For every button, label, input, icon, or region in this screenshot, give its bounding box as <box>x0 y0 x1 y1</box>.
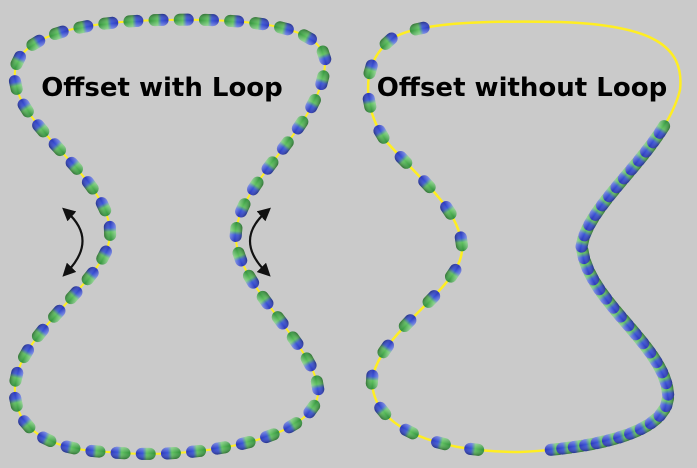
bead <box>379 32 398 50</box>
bead <box>297 29 317 46</box>
bead <box>18 415 36 434</box>
bead <box>110 446 131 460</box>
bead <box>444 263 462 283</box>
right-bead-chain <box>362 21 675 456</box>
bead <box>160 447 181 460</box>
right-panel: Offset without Loop <box>362 20 682 456</box>
bead <box>9 366 24 387</box>
bead <box>10 50 27 71</box>
bead <box>73 20 94 34</box>
bead <box>374 401 392 421</box>
bead <box>362 92 377 113</box>
bead <box>60 440 81 455</box>
bead <box>98 16 119 30</box>
bead <box>48 138 67 157</box>
bead <box>271 311 289 330</box>
bead <box>224 14 245 28</box>
bead <box>316 45 332 66</box>
bead <box>9 391 23 412</box>
bead <box>235 198 251 218</box>
bead <box>235 435 256 450</box>
bead <box>300 352 317 372</box>
bead <box>186 444 207 458</box>
bead <box>123 14 144 28</box>
bead <box>365 369 379 390</box>
bead <box>454 231 468 252</box>
bead <box>31 323 49 343</box>
bead <box>399 423 419 440</box>
bead <box>409 21 430 36</box>
bead <box>65 286 83 305</box>
bead <box>8 75 23 95</box>
bead <box>242 269 260 289</box>
bead <box>81 266 99 286</box>
bead <box>18 344 35 364</box>
curved-double-arrow-icon <box>62 207 84 277</box>
left-bead-chain <box>8 13 332 460</box>
bead <box>229 222 243 242</box>
bead <box>96 245 112 265</box>
bead <box>85 444 106 458</box>
bead <box>260 428 280 444</box>
bead <box>48 304 66 323</box>
bead <box>440 201 457 220</box>
bead <box>286 331 304 350</box>
bead <box>283 417 303 434</box>
bead <box>315 70 330 91</box>
bead <box>653 120 671 139</box>
bead <box>148 13 169 27</box>
bead <box>363 59 378 80</box>
bead <box>95 197 112 217</box>
bead <box>37 431 57 448</box>
bead <box>398 314 417 332</box>
bead <box>135 447 156 460</box>
bead <box>198 13 219 27</box>
bead <box>32 119 50 138</box>
bead <box>305 93 321 114</box>
bead <box>303 399 321 419</box>
bead <box>65 156 83 175</box>
bead <box>274 21 294 36</box>
bead <box>26 34 46 51</box>
bead <box>422 290 441 308</box>
bead <box>232 246 248 267</box>
left-panel-title: Offset with Loop <box>41 73 283 103</box>
bead <box>431 436 451 451</box>
bead <box>373 124 390 144</box>
bead <box>394 151 413 169</box>
bead <box>17 98 34 118</box>
bead <box>49 25 69 41</box>
left-panel: Offset with Loop <box>8 13 332 460</box>
bead <box>249 17 270 31</box>
bead <box>256 290 274 310</box>
bead <box>310 375 325 396</box>
bead <box>276 136 294 155</box>
bead <box>103 220 117 241</box>
bead <box>81 176 99 195</box>
bead <box>211 441 231 455</box>
bead <box>261 156 279 175</box>
bead <box>173 13 194 26</box>
bead <box>377 339 395 359</box>
bead <box>247 176 264 196</box>
bead <box>418 175 436 194</box>
bead <box>291 115 309 135</box>
curved-double-arrow-icon <box>249 207 271 277</box>
bead <box>464 442 485 456</box>
right-panel-title: Offset without Loop <box>377 73 667 103</box>
